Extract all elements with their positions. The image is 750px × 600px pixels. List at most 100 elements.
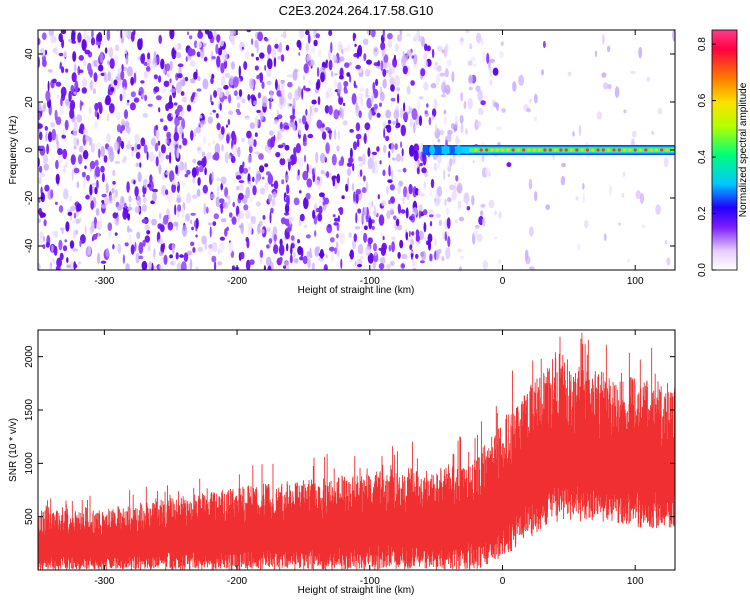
heatmap-cell [45, 242, 50, 248]
heatmap-cell [184, 161, 187, 173]
heatmap-cell [436, 45, 443, 52]
heatmap-cell [476, 233, 483, 243]
heatmap-cell [567, 71, 572, 77]
heatmap-cell [512, 81, 517, 92]
signal-peak [623, 148, 627, 152]
signal-peak [601, 148, 605, 152]
heatmap-cell [316, 119, 323, 129]
heatmap-cell [175, 81, 182, 94]
heatmap-cell [55, 173, 60, 185]
heatmap-cell [297, 169, 300, 176]
heatmap-cell [91, 59, 97, 67]
heatmap-cell [401, 253, 408, 260]
heatmap-cell [106, 112, 110, 122]
heatmap-cell [159, 152, 164, 163]
heatmap-cell [357, 263, 363, 268]
heatmap-cell [242, 167, 249, 174]
heatmap-cell [635, 190, 642, 200]
heatmap-cell [293, 68, 299, 73]
heatmap-cell [91, 182, 97, 186]
heatmap-cell [349, 74, 352, 83]
heatmap-cell [131, 146, 134, 151]
heatmap-cell [205, 206, 209, 214]
heatmap-cell [217, 261, 223, 266]
heatmap-cell [277, 144, 284, 149]
heatmap-cell [163, 254, 168, 265]
heatmap-cell [166, 73, 170, 78]
heatmap-cell [63, 188, 69, 200]
heatmap-cell [210, 193, 216, 199]
heatmap-cell [100, 145, 105, 158]
heatmap-cell [444, 68, 449, 78]
heatmap-cell [325, 126, 331, 131]
heatmap-cell [228, 154, 232, 160]
heatmap-cell [128, 195, 132, 203]
heatmap-cell [60, 227, 65, 231]
heatmap-cell [460, 37, 464, 42]
heatmap-cell [159, 118, 164, 123]
heatmap-cell [216, 34, 221, 43]
heatmap-cell [89, 68, 93, 78]
heatmap-cell [287, 102, 290, 110]
heatmap-cell [70, 84, 75, 94]
heatmap-cell [355, 189, 361, 195]
heatmap-cell [488, 199, 495, 209]
heatmap-cell [72, 248, 79, 252]
heatmap-cell [353, 33, 357, 39]
heatmap-cell [73, 212, 77, 219]
heatmap-cell [301, 88, 304, 100]
heatmap-cell [447, 166, 452, 173]
heatmap-cell [242, 161, 245, 168]
heatmap-cell [292, 252, 297, 258]
heatmap-cell [169, 142, 174, 154]
heatmap-cell [67, 104, 70, 109]
heatmap-cell [602, 82, 609, 90]
heatmap-cell [379, 160, 382, 165]
heatmap-cell [196, 41, 203, 49]
heatmap-cell [146, 151, 149, 161]
heatmap-cell [122, 254, 125, 264]
heatmap-cell [278, 244, 285, 256]
heatmap-cell [100, 204, 107, 209]
heatmap-cell [420, 68, 426, 77]
heatmap-cell [542, 40, 546, 49]
heatmap-cell [148, 180, 154, 191]
heatmap-cell [355, 192, 359, 204]
heatmap-cell [233, 90, 238, 97]
signal-peak [649, 148, 653, 152]
heatmap-cell [333, 79, 338, 88]
heatmap-cell [230, 61, 235, 70]
heatmap-cell [165, 63, 171, 72]
heatmap-cell [65, 161, 68, 168]
heatmap-cell [378, 214, 385, 226]
heatmap-cell [247, 94, 251, 101]
heatmap-cell [358, 162, 364, 167]
heatmap-cell [142, 194, 145, 198]
heatmap-cell [286, 158, 292, 163]
heatmap-cell [238, 192, 244, 200]
heatmap-cell [302, 141, 307, 147]
heatmap-cell [606, 45, 611, 52]
heatmap-cell [482, 217, 486, 227]
heatmap-cell [391, 241, 395, 253]
signal-onset [429, 145, 436, 155]
heatmap-cell [451, 71, 455, 83]
heatmap-cell [331, 250, 335, 263]
heatmap-cell [354, 43, 357, 47]
heatmap-cell [309, 59, 315, 67]
heatmap-cell [169, 30, 175, 40]
heatmap-cell [248, 145, 253, 154]
heatmap-cell [657, 108, 663, 115]
heatmap-cell [280, 121, 283, 130]
heatmap-cell [358, 110, 362, 119]
heatmap-cell [443, 169, 446, 181]
heatmap-cell [452, 154, 456, 165]
heatmap-cell [423, 181, 427, 190]
heatmap-cell [181, 181, 186, 187]
heatmap-cell [208, 222, 212, 226]
heatmap-cell [78, 216, 82, 222]
heatmap-cell [389, 207, 395, 214]
colorbar-label: Normalized spectral amplitude [738, 82, 749, 217]
x-tick-label: -200 [227, 576, 247, 587]
heatmap-cell [239, 164, 244, 174]
